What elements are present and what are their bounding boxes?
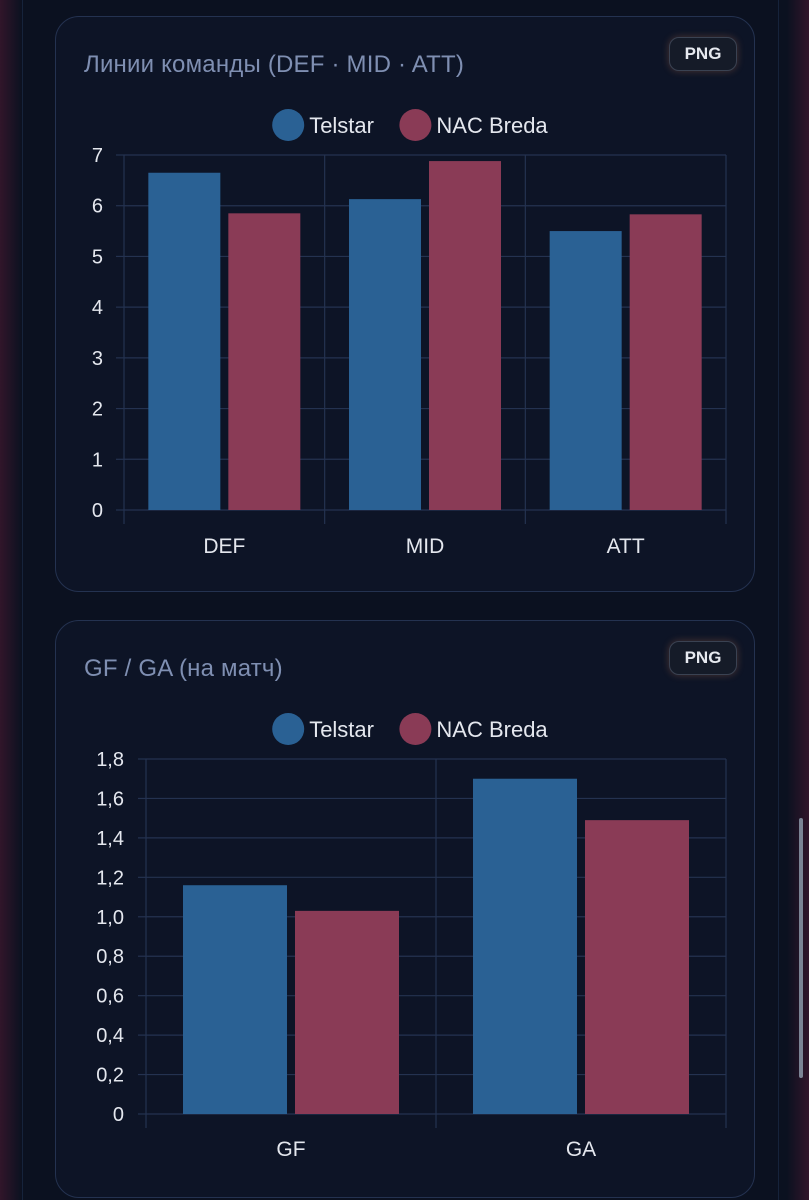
y-tick-label: 1,8 [96,749,124,771]
x-category-label: ATT [607,535,645,558]
left-divider [22,0,23,1200]
y-tick-label: 6 [92,196,103,218]
y-tick-label: 1,6 [96,788,124,810]
chart-legend: Telstar NAC Breda [272,713,548,745]
bar-nac-breda-def [228,213,301,511]
legend-swatch-nac-breda [399,713,432,745]
y-tick-label: 2 [92,399,103,421]
y-tick-label: 4 [92,297,103,319]
y-tick-label: 0,2 [96,1065,124,1087]
legend-label-nac-breda: NAC Breda [436,113,548,138]
bar-telstar-def [148,172,221,510]
team-lines-card: Линии команды (DEF · MID · ATT) PNG Tels… [55,16,755,592]
legend-swatch-telstar [272,713,305,745]
legend-label-nac-breda: NAC Breda [436,717,548,742]
goals-per-match-card: GF / GA (на матч) PNG Telstar NAC Breda 0 0… [55,620,755,1198]
bar-telstar-gf [183,885,287,1114]
bar-nac-breda-att [629,214,702,511]
x-category-label: MID [406,535,445,558]
legend-swatch-telstar [272,109,305,141]
x-category-label: DEF [203,535,245,558]
y-tick-label: 0 [92,500,103,522]
y-tick-label: 1 [92,449,103,471]
y-tick-label: 0,6 [96,986,124,1008]
y-tick-label: 0 [113,1104,124,1126]
export-png-button[interactable]: PNG [669,37,737,71]
scrollbar[interactable] [799,818,803,1078]
team-lines-chart: Telstar NAC Breda 0 1 2 3 4 5 6 7 DEF MID ATT [92,109,727,558]
y-tick-label: 0,4 [96,1025,124,1047]
goals-per-match-chart: Telstar NAC Breda 0 0,2 0,4 0,6 0,8 1,0 1,2 1,4 1,… [96,713,727,1161]
chart-legend: Telstar NAC Breda [272,109,548,141]
export-png-button[interactable]: PNG [669,641,737,675]
y-tick-label: 7 [92,145,103,167]
bar-telstar-att [549,231,622,511]
right-divider [778,0,779,1200]
x-category-label: GF [276,1138,305,1161]
y-tick-label: 1,0 [96,907,124,929]
y-tick-label: 5 [92,246,103,268]
legend-label-telstar: Telstar [309,113,374,138]
left-edge-glow [0,0,22,1200]
x-category-label: GA [566,1138,596,1161]
bar-telstar-ga [473,778,577,1114]
right-edge-glow [787,0,809,1200]
bar-telstar-mid [349,199,421,510]
legend-swatch-nac-breda [399,109,432,141]
bar-nac-breda-ga [585,820,689,1114]
bar-nac-breda-mid [429,161,501,511]
y-tick-label: 0,8 [96,946,124,968]
bar-nac-breda-gf [295,910,399,1114]
legend-label-telstar: Telstar [309,717,374,742]
y-tick-label: 1,2 [96,867,124,889]
y-tick-label: 1,4 [96,828,124,850]
card-title: Линии команды (DEF · MID · ATT) [84,51,465,78]
y-tick-label: 3 [92,348,103,370]
card-title: GF / GA (на матч) [84,655,283,682]
